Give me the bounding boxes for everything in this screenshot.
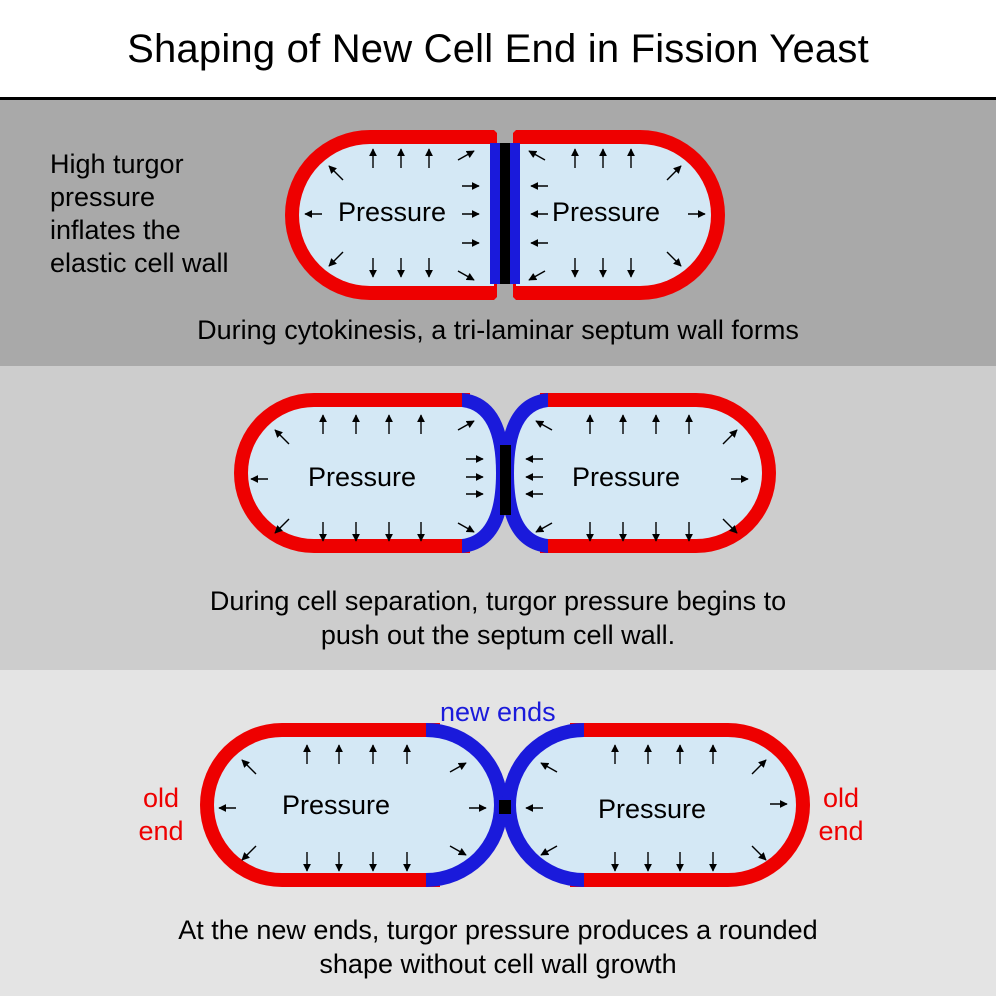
pressure-arrows [218, 148, 788, 872]
p1-side-line: High turgor [50, 149, 184, 179]
p3-septum-remnant [499, 800, 511, 814]
p1-side-line: inflates the [50, 215, 181, 245]
p1-right-cytoplasm [516, 144, 711, 286]
p1-side-line: pressure [50, 182, 156, 212]
new-ends-label: new ends [440, 697, 556, 727]
p2-caption: During cell separation, turgor pressure … [0, 584, 996, 652]
p1-septum-notch [494, 130, 516, 141]
pressure-arrow-icon [449, 845, 467, 856]
old-end-line: end [818, 816, 864, 846]
p2-caption-line: push out the septum cell wall. [320, 620, 676, 650]
p1-side-label: High turgor pressure inflates the elasti… [50, 148, 229, 280]
p3-caption: At the new ends, turgor pressure produce… [0, 913, 996, 981]
old-end-line: end [138, 816, 184, 846]
panel1-cells: Pressure Pressure [285, 130, 725, 300]
p3-left-cytoplasm [214, 737, 494, 873]
pressure-arrow-icon [751, 845, 767, 861]
title-divider [0, 97, 996, 100]
pressure-arrow-icon [457, 522, 475, 533]
pressure-arrow-icon [535, 420, 553, 431]
panel2-cells: Pressure Pressure [234, 393, 776, 553]
panel3-cells: Pressure Pressure [200, 723, 810, 887]
old-end-right-label: old end [816, 782, 866, 848]
p1-septum-black-layer [500, 143, 510, 284]
pressure-arrow-icon [666, 251, 682, 267]
pressure-arrow-icon [535, 522, 553, 533]
pressure-arrow-icon [328, 165, 344, 181]
p1-caption: During cytokinesis, a tri-laminar septum… [197, 315, 799, 345]
pressure-arrow-icon [666, 165, 682, 181]
title-bar: Shaping of New Cell End in Fission Yeast [0, 0, 996, 98]
p1-side-line: elastic cell wall [50, 248, 229, 278]
pressure-arrow-icon [528, 150, 546, 161]
p3-caption-line: At the new ends, turgor pressure produce… [178, 915, 818, 945]
pressure-arrow-icon [241, 845, 257, 861]
pressure-arrow-icon [449, 762, 467, 773]
p3-right-cytoplasm [516, 737, 796, 873]
old-end-line: old [822, 783, 860, 813]
pressure-arrow-icon [540, 845, 558, 856]
old-end-left-label: old end [136, 782, 186, 848]
pressure-arrow-icon [528, 270, 546, 281]
page-title: Shaping of New Cell End in Fission Yeast [127, 26, 869, 71]
pressure-arrow-icon [274, 518, 290, 534]
pressure-arrow-icon [722, 518, 738, 534]
p2-right-pressure-label: Pressure [572, 462, 680, 492]
p3-caption-line: shape without cell wall growth [319, 949, 677, 979]
p2-left-pressure-label: Pressure [308, 462, 416, 492]
old-end-line: old [142, 783, 180, 813]
pressure-arrow-icon [540, 762, 558, 773]
p3-right-pressure-label: Pressure [598, 794, 706, 824]
pressure-arrow-icon [457, 150, 475, 161]
p1-left-pressure-label: Pressure [338, 197, 446, 227]
p2-caption-line: During cell separation, turgor pressure … [209, 586, 787, 616]
pressure-arrow-icon [241, 759, 257, 775]
p2-right-cytoplasm [514, 407, 762, 539]
pressure-arrow-icon [722, 429, 738, 445]
p2-septum-remnant [500, 445, 511, 515]
pressure-arrow-icon [457, 420, 475, 431]
p1-septum-notch-bottom [494, 289, 516, 300]
p3-left-pressure-label: Pressure [282, 790, 390, 820]
pressure-arrow-icon [751, 759, 767, 775]
pressure-arrow-icon [274, 429, 290, 445]
pressure-arrow-icon [328, 251, 344, 267]
p2-left-cytoplasm [248, 407, 496, 539]
p1-right-pressure-label: Pressure [552, 197, 660, 227]
pressure-arrow-icon [457, 270, 475, 281]
p1-left-cytoplasm [299, 144, 494, 286]
